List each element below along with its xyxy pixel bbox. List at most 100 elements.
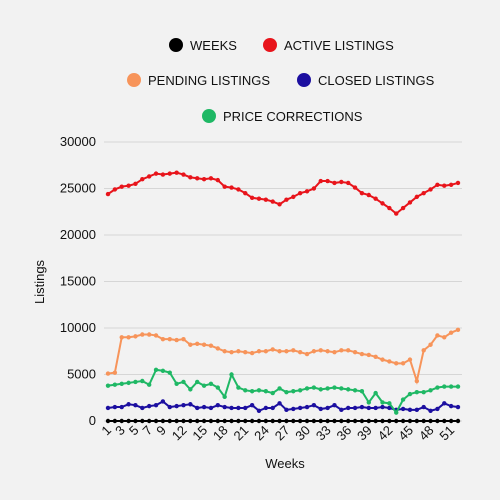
data-point [448, 330, 454, 335]
data-point [373, 354, 378, 360]
y-tick-label: 15000 [60, 274, 96, 289]
legend-item: CLOSED LISTINGS [297, 73, 435, 88]
data-point [249, 402, 255, 408]
data-point [160, 418, 166, 424]
data-point [359, 418, 365, 424]
data-point [428, 408, 433, 413]
data-point [284, 389, 289, 395]
data-point [291, 389, 296, 394]
data-point [249, 389, 255, 394]
legend-marker [169, 38, 183, 52]
data-point [174, 337, 179, 343]
data-point [325, 405, 330, 411]
legend-marker [297, 73, 311, 87]
data-point [208, 418, 214, 424]
data-point [174, 418, 179, 424]
legend-marker [127, 73, 141, 87]
data-point [339, 348, 344, 353]
data-point [407, 391, 413, 397]
data-point [387, 205, 392, 211]
data-point [352, 185, 358, 190]
data-point [304, 404, 310, 410]
data-point [277, 418, 282, 424]
data-point [428, 388, 433, 393]
data-point [153, 367, 159, 373]
data-point [256, 408, 262, 413]
data-point [325, 178, 330, 184]
data-point [284, 197, 289, 202]
data-point [140, 332, 145, 337]
data-point [380, 201, 385, 206]
data-point [345, 387, 351, 392]
data-point [119, 184, 124, 189]
legend-label: ACTIVE LISTINGS [284, 38, 394, 53]
data-point [195, 379, 200, 385]
data-point [297, 418, 303, 424]
data-point [277, 401, 282, 406]
data-point [270, 418, 275, 424]
data-point [236, 187, 241, 192]
data-point [359, 351, 365, 357]
data-point [153, 402, 159, 408]
data-point [304, 386, 310, 391]
data-point [119, 335, 124, 340]
data-point [112, 370, 118, 375]
data-point [243, 418, 248, 424]
data-point [318, 178, 323, 184]
data-point [400, 205, 406, 211]
data-point [318, 348, 323, 353]
data-point [229, 372, 234, 377]
data-point [428, 418, 433, 424]
data-point [146, 332, 152, 337]
data-point [277, 202, 282, 207]
data-point [435, 182, 440, 187]
data-point [119, 381, 124, 386]
data-point [442, 418, 447, 424]
data-point [291, 418, 296, 424]
data-point [140, 378, 145, 384]
data-point [448, 182, 454, 187]
data-point [215, 346, 221, 351]
data-point [407, 200, 413, 205]
data-point [160, 399, 166, 404]
legend-label: WEEKS [190, 38, 237, 53]
data-point [339, 179, 344, 185]
data-point [277, 349, 282, 354]
data-point [332, 418, 337, 424]
data-point [311, 349, 317, 354]
data-point [394, 211, 399, 216]
data-point [270, 347, 275, 352]
data-point [153, 418, 159, 424]
data-point [263, 197, 269, 202]
data-point [332, 402, 337, 408]
data-point [448, 403, 454, 409]
data-point [153, 333, 159, 338]
y-tick-label: 5000 [67, 367, 96, 382]
data-point [140, 405, 145, 411]
data-point [236, 418, 241, 424]
data-point [263, 418, 269, 424]
data-point [352, 418, 358, 424]
data-point [146, 418, 152, 424]
data-point [208, 176, 214, 181]
data-point [435, 385, 440, 390]
data-point [448, 418, 454, 424]
y-axis: 0 5000 10000 15000 20000 25000 30000 [60, 134, 96, 428]
data-point [256, 349, 262, 354]
legend-item: PENDING LISTINGS [127, 73, 270, 88]
y-tick-label: 25000 [60, 181, 96, 196]
data-point [243, 405, 248, 411]
data-point [208, 381, 214, 386]
data-point [421, 389, 426, 395]
x-axis-title: Weeks [265, 456, 305, 471]
data-point [394, 410, 399, 415]
data-point [119, 418, 124, 424]
data-point [325, 418, 330, 424]
data-point [126, 335, 131, 340]
data-point [380, 400, 385, 405]
data-point [455, 180, 461, 186]
data-point [249, 350, 255, 356]
